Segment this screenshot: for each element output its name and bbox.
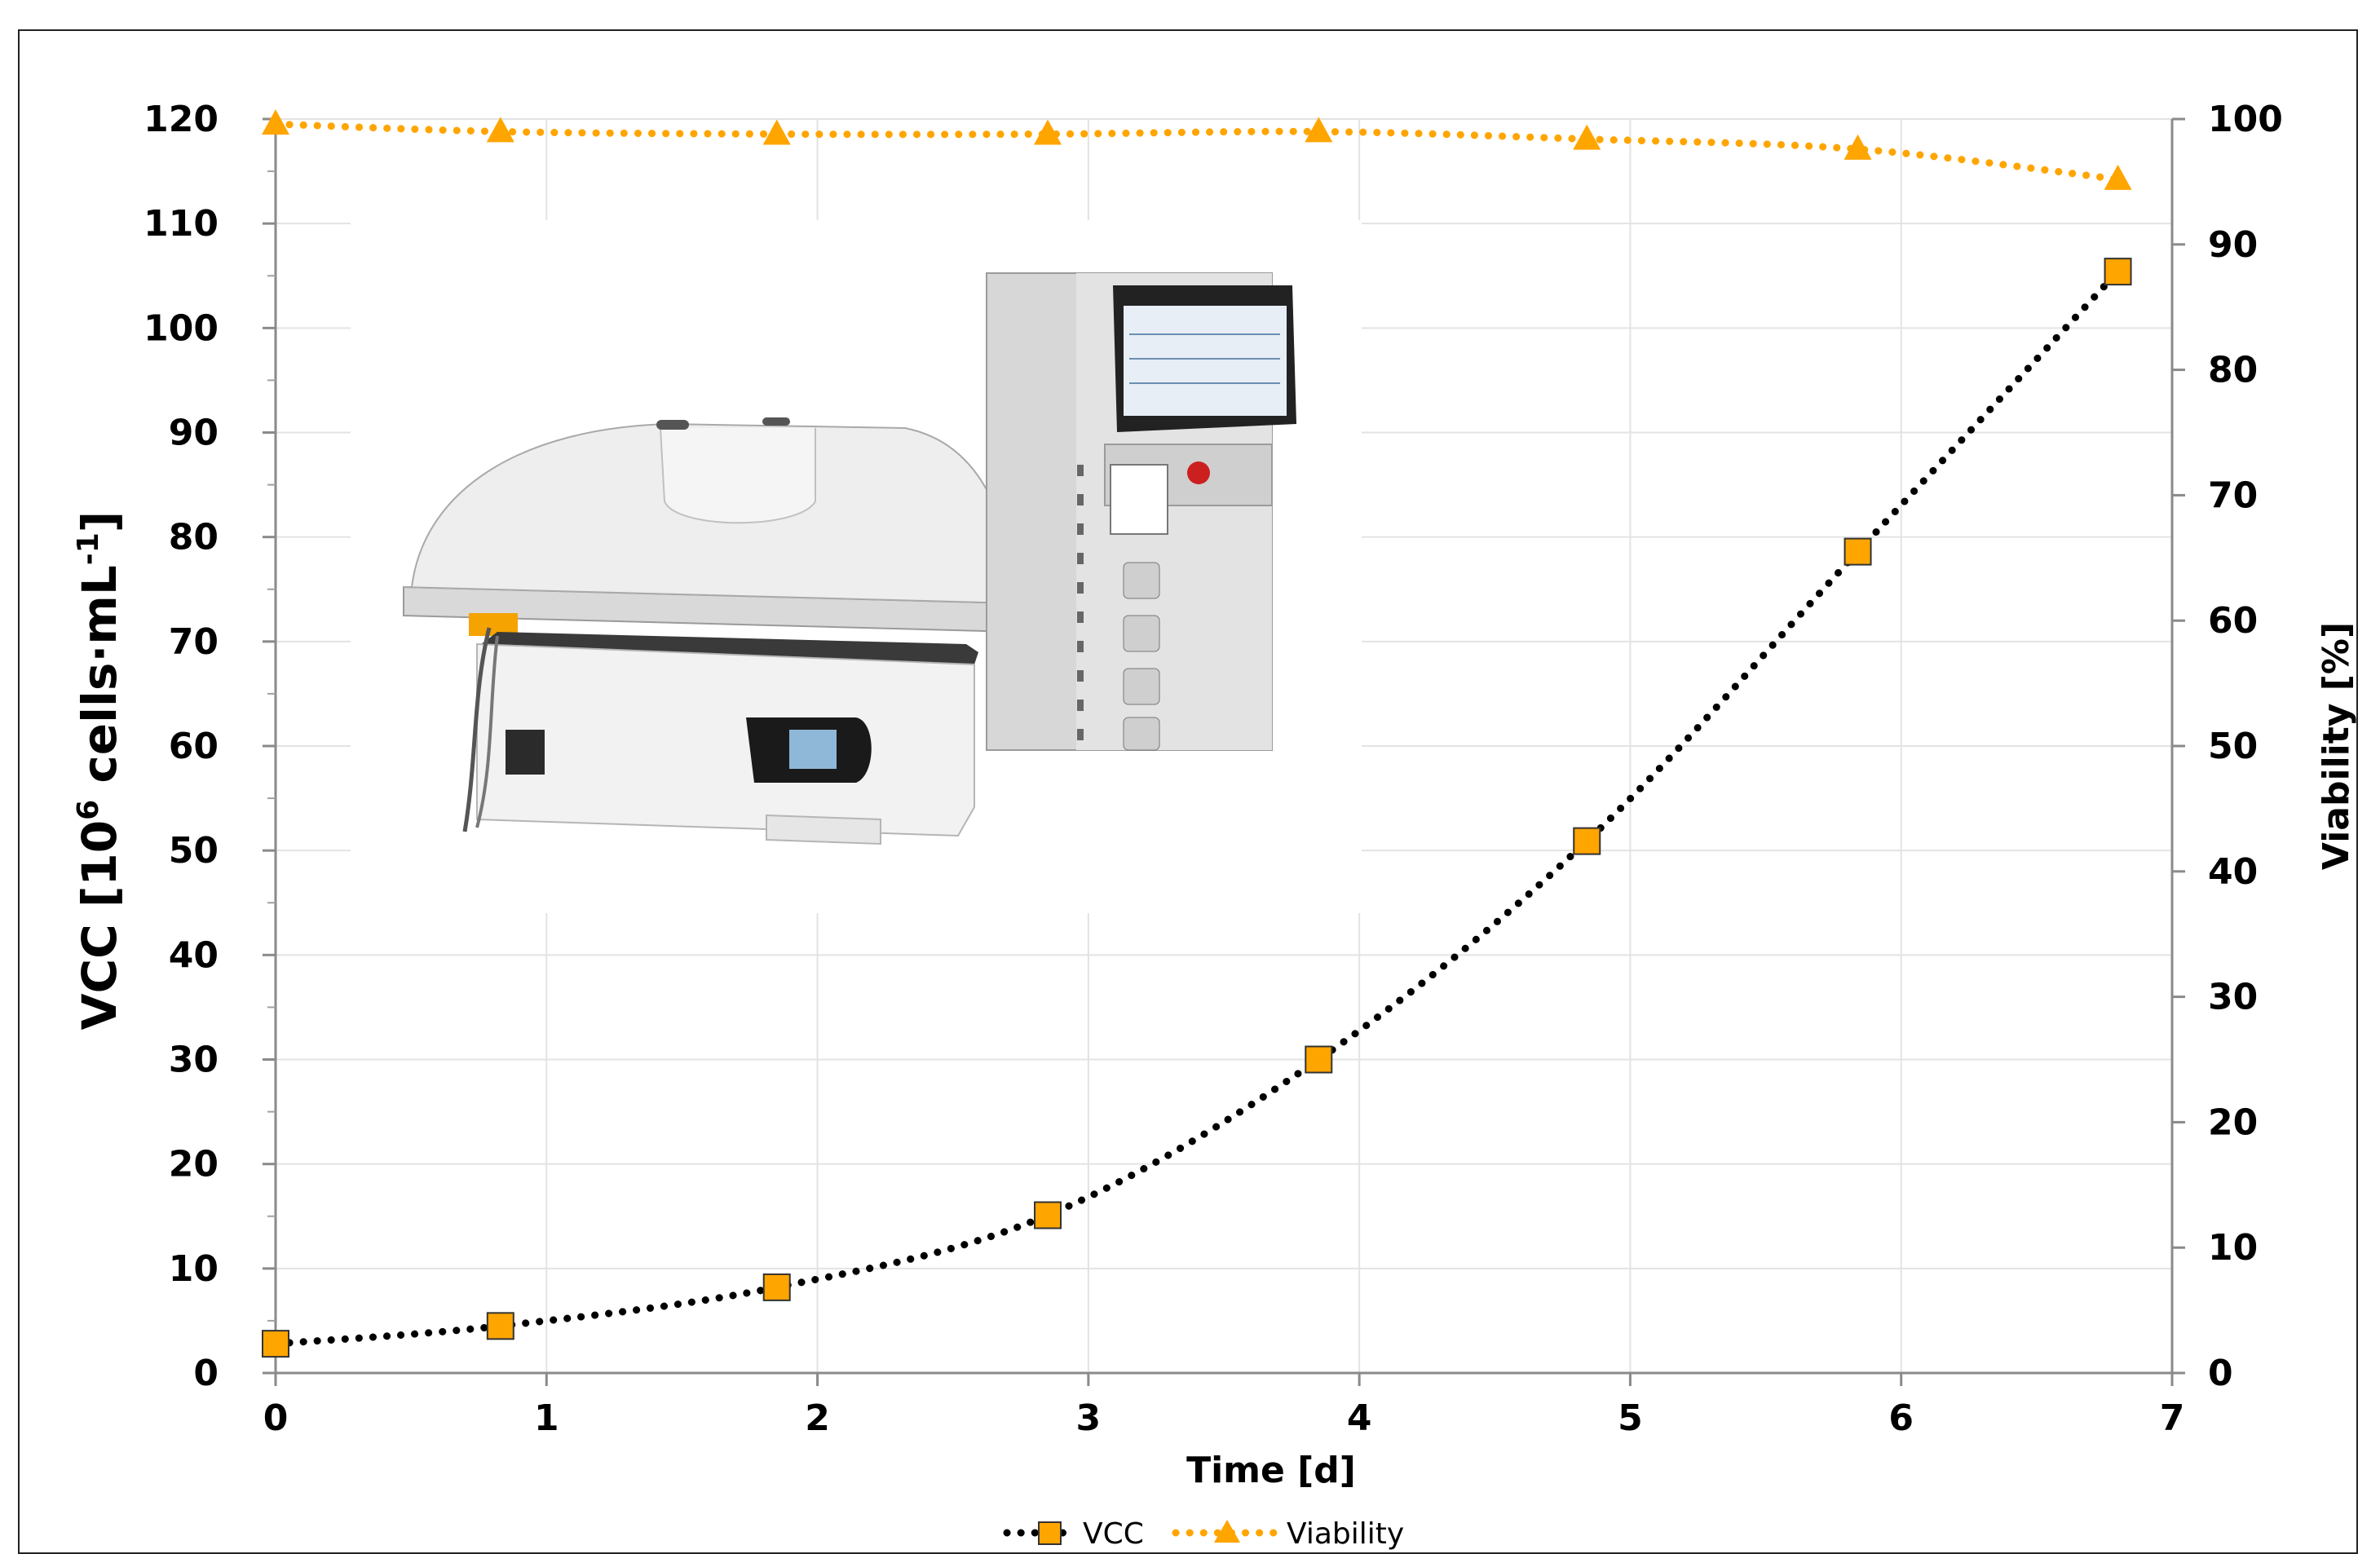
- x-tick-label: 7: [2160, 1397, 2185, 1439]
- y2-tick-label: 50: [2208, 726, 2258, 767]
- data-point-viability: [1305, 117, 1333, 143]
- rocking-bioreactor-illustration: [403, 417, 1017, 845]
- y-tick-label: 90: [169, 413, 219, 454]
- data-point-vcc: [486, 1312, 514, 1340]
- data-point-viability: [1573, 124, 1601, 150]
- legend-label-vcc: VCC: [1083, 1517, 1144, 1551]
- legend-marker-viability: [1214, 1520, 1240, 1543]
- y2-tick-label: 100: [2208, 99, 2283, 140]
- y2-tick-label: 0: [2208, 1353, 2233, 1394]
- y-tick-label: 50: [169, 830, 219, 872]
- y-tick-label: 60: [169, 726, 219, 767]
- legend-item-viability: Viability: [1172, 1517, 1404, 1551]
- series-line-viability: [272, 120, 2122, 183]
- y-tick-label: 110: [144, 203, 219, 245]
- data-point-vcc: [1844, 537, 1872, 566]
- y-tick-label: 100: [144, 307, 219, 349]
- x-tick-label: 3: [1076, 1397, 1102, 1439]
- x-tick-label: 4: [1347, 1397, 1372, 1439]
- data-point-viability: [486, 117, 514, 143]
- legend-item-vcc: VCC: [1003, 1517, 1144, 1551]
- y-axis-title-sup1: 6: [72, 800, 105, 820]
- data-point-vcc: [1573, 827, 1601, 855]
- data-point-viability: [2104, 164, 2132, 190]
- y2-tick-label: 70: [2208, 475, 2258, 516]
- y2-tick-label: 10: [2208, 1227, 2258, 1269]
- data-point-viability: [1844, 134, 1872, 160]
- x-axis-title: Time [d]: [1186, 1450, 1356, 1491]
- y2-tick-label: 80: [2208, 350, 2258, 391]
- y-tick-label: 20: [169, 1144, 219, 1185]
- data-point-vcc: [1305, 1045, 1333, 1074]
- y-tick-label: 10: [169, 1248, 219, 1290]
- legend: VCC Viability: [1003, 1517, 1404, 1551]
- y-axis-title-sup2: -1: [72, 532, 105, 565]
- x-tick-label: 5: [1618, 1397, 1643, 1439]
- y2-tick-label: 40: [2208, 851, 2258, 893]
- x-tick-label: 0: [263, 1397, 289, 1439]
- y-tick-label: 70: [169, 621, 219, 663]
- x-tick-label: 6: [1888, 1397, 1914, 1439]
- axes: 0102030405060708090100110120010203040506…: [144, 99, 2283, 1439]
- x-tick-label: 1: [534, 1397, 559, 1439]
- data-point-vcc: [762, 1273, 791, 1301]
- x-tick-label: 2: [805, 1397, 830, 1439]
- data-point-viability: [762, 119, 791, 145]
- y-tick-label: 120: [144, 99, 219, 140]
- series-markers: [262, 109, 2132, 1358]
- legend-marker-vcc: [1038, 1521, 1062, 1545]
- y-axis-title-suffix: ]: [72, 511, 127, 533]
- data-point-vcc: [262, 1330, 289, 1358]
- y2-tick-label: 90: [2208, 224, 2258, 266]
- y-axis-title-prefix: VCC [10: [72, 820, 127, 1030]
- y-tick-label: 80: [169, 517, 219, 558]
- y2-tick-label: 30: [2208, 977, 2258, 1018]
- legend-label-viability: Viability: [1287, 1517, 1404, 1551]
- data-point-vcc: [2104, 258, 2132, 286]
- y-tick-label: 0: [193, 1353, 219, 1394]
- y2-axis-title: Viability [%]: [2316, 622, 2357, 870]
- data-point-vcc: [1034, 1201, 1062, 1230]
- y-tick-label: 40: [169, 934, 219, 976]
- y-tick-label: 30: [169, 1040, 219, 1081]
- y-axis-title: VCC [106 cells·mL-1]: [72, 511, 127, 1031]
- y2-tick-label: 60: [2208, 600, 2258, 642]
- y-axis-title-mid: cells·mL: [72, 565, 127, 800]
- data-point-viability: [262, 109, 289, 135]
- data-point-viability: [1034, 119, 1062, 145]
- product-photo: [351, 220, 1362, 913]
- controller-tower-illustration: [986, 272, 1296, 751]
- y2-tick-label: 20: [2208, 1101, 2258, 1143]
